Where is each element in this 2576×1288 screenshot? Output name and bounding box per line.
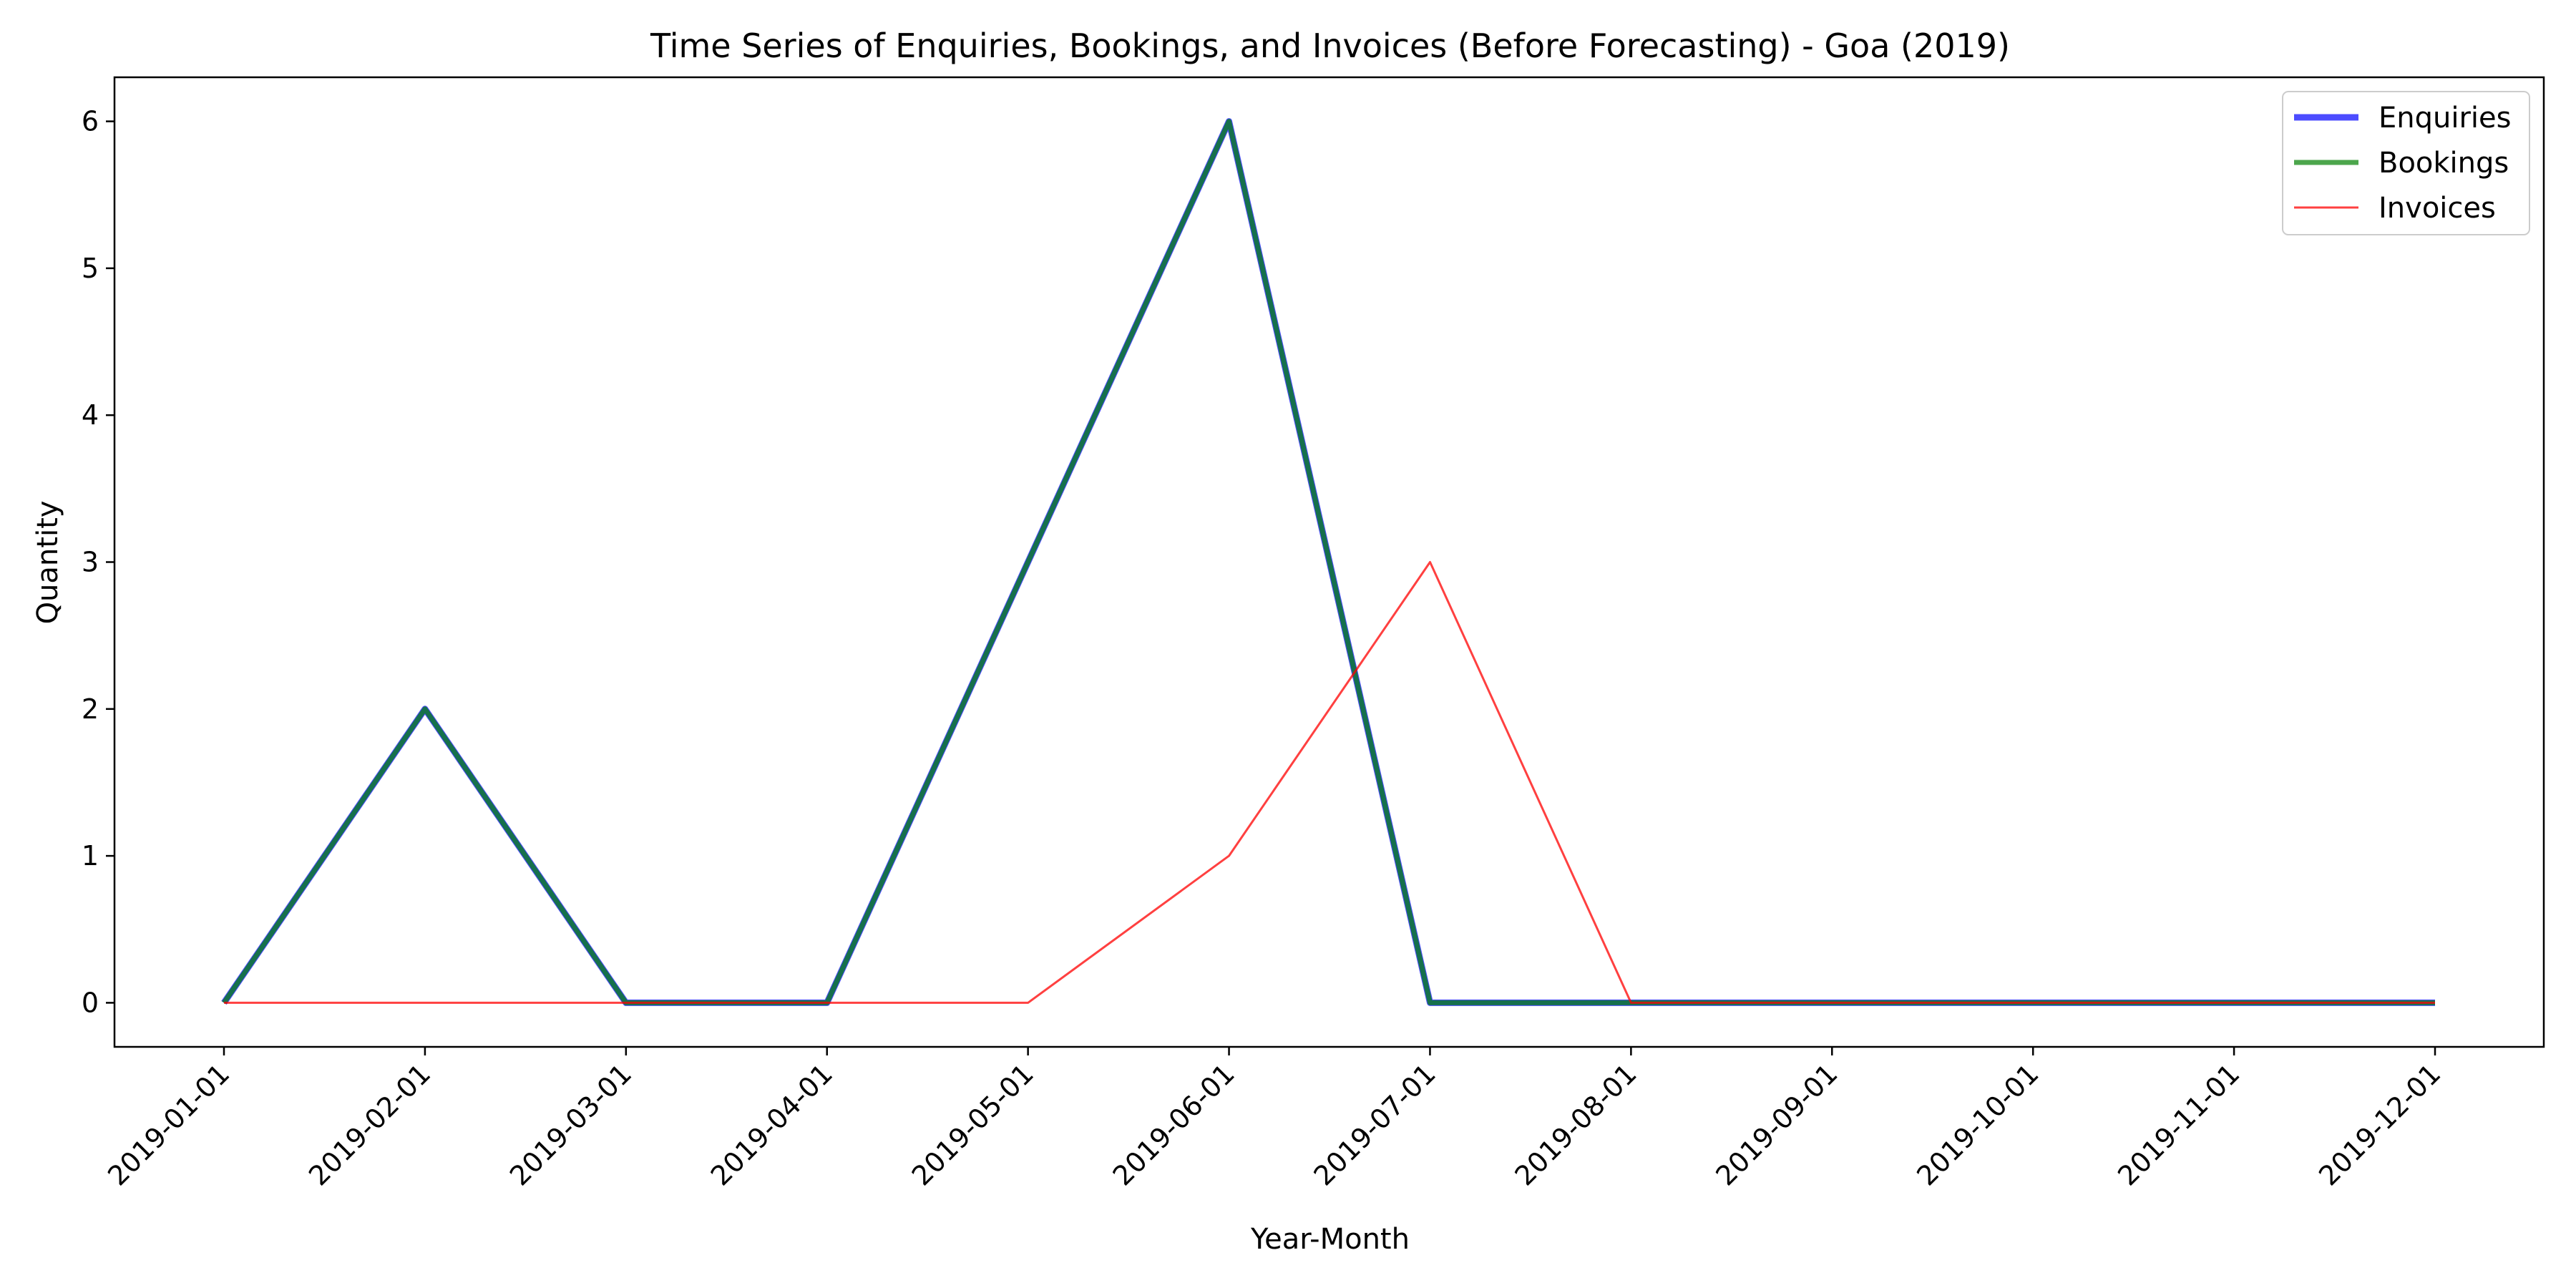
chart-title: Time Series of Enquiries, Bookings, and … (650, 26, 2010, 65)
x-tick-label: 2019-08-01 (1508, 1058, 1642, 1191)
y-tick-label: 0 (82, 987, 99, 1018)
x-tick-label: 2019-12-01 (2313, 1058, 2446, 1191)
legend-label-invoices: Invoices (2379, 192, 2496, 225)
series-line-bookings (222, 119, 2435, 1005)
y-axis-label: Quantity (31, 501, 64, 625)
y-tick-label: 5 (82, 253, 99, 284)
legend-label-bookings: Bookings (2379, 147, 2509, 180)
y-tick-label: 2 (82, 693, 99, 725)
legend-box (2282, 91, 2530, 235)
y-tick-label: 4 (82, 399, 99, 431)
series-line-invoices (224, 561, 2435, 1004)
x-tick-label: 2019-03-01 (504, 1058, 638, 1191)
x-tick-label: 2019-02-01 (303, 1058, 436, 1191)
y-tick-label: 1 (82, 840, 99, 872)
legend-label-enquiries: Enquiries (2379, 102, 2512, 135)
x-tick-label: 2019-11-01 (2112, 1058, 2245, 1191)
x-tick-label: 2019-06-01 (1107, 1058, 1241, 1191)
y-tick-label: 6 (82, 106, 99, 137)
y-tick-label: 3 (82, 547, 99, 578)
x-tick-label: 2019-09-01 (1709, 1058, 1843, 1191)
x-axis-label: Year-Month (1250, 1223, 1410, 1256)
series-layer (221, 118, 2435, 1006)
y-axis: 0 1 2 3 4 5 6 (82, 106, 114, 1018)
x-tick-label: 2019-01-01 (102, 1058, 235, 1191)
x-tick-label: 2019-07-01 (1308, 1058, 1442, 1191)
legend: Enquiries Bookings Invoices (2282, 91, 2530, 235)
x-tick-label: 2019-04-01 (705, 1058, 839, 1191)
x-axis: 2019-01-01 2019-02-01 2019-03-01 2019-04-01… (102, 1047, 2446, 1192)
x-tick-label: 2019-05-01 (906, 1058, 1040, 1191)
x-tick-label: 2019-10-01 (1911, 1058, 2044, 1191)
